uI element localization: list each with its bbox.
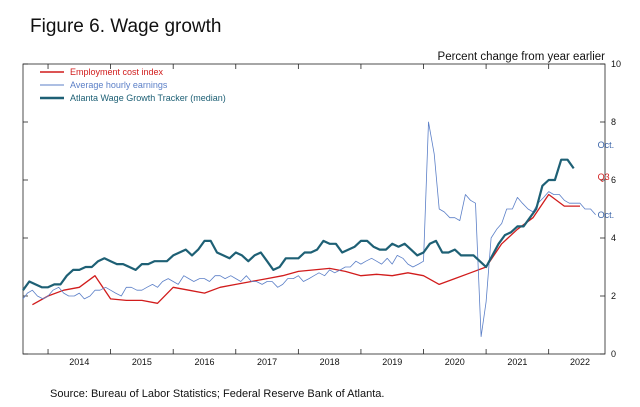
- y-axis: 0 2 4 6 8 10: [23, 59, 621, 359]
- y-tick-label: 4: [611, 233, 616, 243]
- x-tick-label: 2017: [257, 357, 277, 367]
- series-layer: [22, 121, 596, 338]
- plot-frame: [22, 63, 606, 355]
- legend: Employment cost index Average hourly earn…: [40, 67, 226, 103]
- legend-eci-label: Employment cost index: [70, 67, 164, 77]
- chart-title: Figure 6. Wage growth: [30, 16, 222, 37]
- x-tick-label: 2014: [69, 357, 89, 367]
- y-tick-label: 6: [611, 175, 616, 185]
- x-tick-label: 2015: [132, 357, 152, 367]
- y-tick-label: 2: [611, 291, 616, 301]
- x-tick-label: 2022: [570, 357, 590, 367]
- legend-ahe-label: Average hourly earnings: [70, 80, 168, 90]
- ahe-line: [22, 121, 596, 338]
- annotation-label: Q3: [598, 172, 610, 182]
- x-tick-label: 2020: [445, 357, 465, 367]
- eci-line: [32, 193, 580, 306]
- y-tick-label: 10: [611, 59, 621, 69]
- x-tick-label: 2016: [194, 357, 214, 367]
- annotations: Oct. Q3 Oct.: [598, 140, 615, 220]
- source-note: Source: Bureau of Labor Statistics; Fede…: [50, 388, 384, 400]
- x-tick-label: 2018: [320, 357, 340, 367]
- x-tick-label: 2019: [382, 357, 402, 367]
- annotation-label: Oct.: [598, 140, 615, 150]
- annotation-label: Oct.: [598, 210, 615, 220]
- x-axis: 2014 2015 2016 2017 2018 2019 2020 2021 2022: [47, 64, 590, 367]
- y-axis-label: Percent change from year earlier: [438, 51, 606, 63]
- y-tick-label: 0: [611, 349, 616, 359]
- y-tick-label: 8: [611, 117, 616, 127]
- legend-wage-tracker-label: Atlanta Wage Growth Tracker (median): [70, 93, 226, 103]
- x-tick-label: 2021: [507, 357, 527, 367]
- wage-tracker-line: [22, 158, 575, 291]
